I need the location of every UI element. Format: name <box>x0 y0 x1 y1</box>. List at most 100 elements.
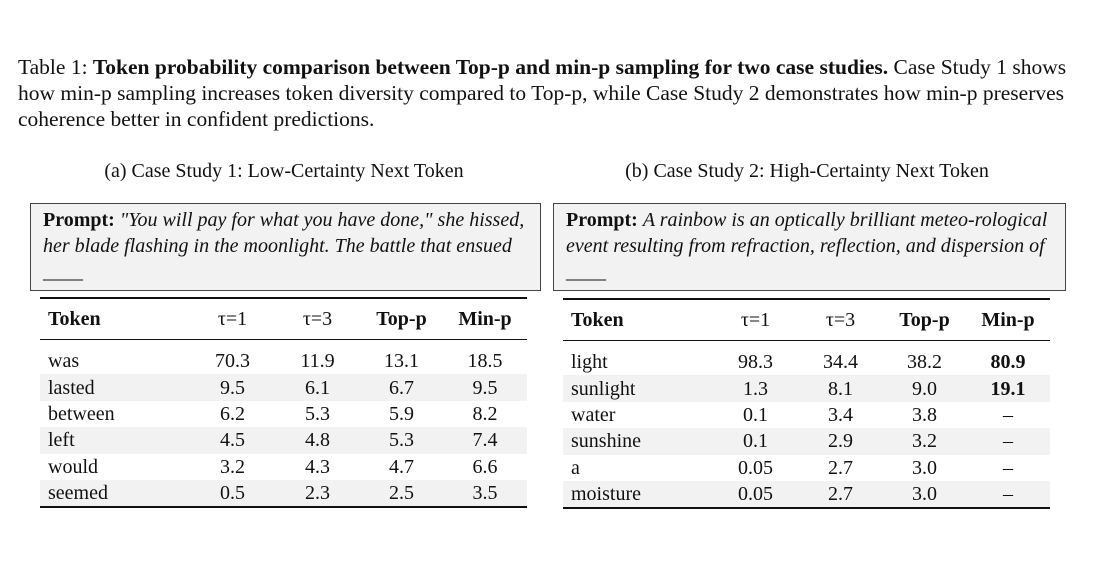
value-cell: 70.3 <box>215 350 250 373</box>
column-header-tau1: τ=1 <box>740 308 771 331</box>
header-row: Token τ=1 τ=3 Top-p Min-p <box>563 299 1050 341</box>
value-cell: 0.5 <box>220 482 245 505</box>
caption-label: Table 1: <box>18 55 88 79</box>
value-cell: 3.0 <box>912 483 937 506</box>
value-cell: 8.2 <box>472 402 498 425</box>
value-cell: 6.7 <box>389 376 414 399</box>
value-cell: 7.4 <box>472 429 498 452</box>
value-cell: 3.8 <box>912 403 937 426</box>
token-cell: seemed <box>48 482 108 505</box>
value-cell: 1.3 <box>743 377 768 400</box>
prompt-label: Prompt: <box>566 209 638 231</box>
column-header-token: Token <box>48 307 101 330</box>
table-row: moisture 0.05 2.7 3.0 – <box>563 480 1050 509</box>
value-cell: 9.5 <box>220 376 245 399</box>
value-cell: 13.1 <box>384 350 419 373</box>
value-cell: 2.5 <box>389 482 414 505</box>
value-cell: 4.3 <box>305 455 330 478</box>
value-cell: 38.2 <box>907 351 942 374</box>
column-header-tau3: τ=3 <box>825 308 856 331</box>
token-cell: was <box>48 350 80 373</box>
table-row: sunshine 0.1 2.9 3.2 – <box>563 428 1050 455</box>
subcaption-a: (a) Case Study 1: Low-Certainty Next Tok… <box>104 160 464 182</box>
value-cell: 9.5 <box>472 376 498 399</box>
token-table-b: Token τ=1 τ=3 Top-p Min-p light 98.3 34.4 3… <box>563 298 1050 509</box>
value-cell: 9.0 <box>912 377 937 400</box>
table-row: light 98.3 34.4 38.2 80.9 <box>563 341 1050 376</box>
value-cell: 5.9 <box>389 402 414 425</box>
value-cell: 98.3 <box>738 351 773 374</box>
value-cell: 0.05 <box>738 483 773 506</box>
value-cell: 2.3 <box>305 482 330 505</box>
value-cell: – <box>1003 430 1013 453</box>
token-cell: light <box>571 351 608 374</box>
value-cell: 5.3 <box>305 402 330 425</box>
table-row: lasted 9.5 6.1 6.7 9.5 <box>40 374 527 401</box>
column-header-tau1: τ=1 <box>217 307 248 330</box>
value-cell: 6.1 <box>305 376 330 399</box>
value-cell: 2.9 <box>828 430 853 453</box>
caption-body: Case Study 1 shows how min-p sampling in… <box>18 55 1067 131</box>
table-row: sunlight 1.3 8.1 9.0 19.1 <box>563 375 1050 402</box>
prompt-box-b: Prompt: A rainbow is an optically brilli… <box>553 203 1066 291</box>
table-row: was 70.3 11.9 13.1 18.5 <box>40 340 527 375</box>
value-cell: 0.1 <box>743 430 768 453</box>
token-cell: sunlight <box>571 377 636 400</box>
value-cell: 2.7 <box>828 456 853 479</box>
value-cell: 11.9 <box>300 350 335 373</box>
value-cell: 34.4 <box>823 351 858 374</box>
column-header-tau3: τ=3 <box>302 307 333 330</box>
value-cell: – <box>1003 403 1013 426</box>
token-cell: between <box>48 402 115 425</box>
case-study-1-panel: (a) Case Study 1: Low-Certainty Next Tok… <box>24 0 544 572</box>
table-row: seemed 0.5 2.3 2.5 3.5 <box>40 479 527 508</box>
value-cell: 0.1 <box>743 403 768 426</box>
token-table-a: Token τ=1 τ=3 Top-p Min-p was 70.3 11.9 13.… <box>40 297 527 508</box>
table-row: left 4.5 4.8 5.3 7.4 <box>40 427 527 454</box>
header-row: Token τ=1 τ=3 Top-p Min-p <box>40 298 527 340</box>
token-cell: lasted <box>48 376 95 399</box>
column-header-top-p: Top-p <box>899 308 950 331</box>
table-caption: Table 1: Token probability comparison be… <box>18 54 1088 132</box>
value-cell: 8.1 <box>828 377 853 400</box>
token-cell: water <box>571 403 616 426</box>
prompt-label: Prompt: <box>43 209 115 231</box>
value-cell: 6.6 <box>472 455 498 478</box>
case-study-2-panel: (b) Case Study 2: High-Certainty Next To… <box>547 0 1067 572</box>
value-cell: 2.7 <box>828 483 853 506</box>
prompt-box-a: Prompt: "You will pay for what you have … <box>30 203 541 291</box>
table-row: between 6.2 5.3 5.9 8.2 <box>40 401 527 427</box>
token-cell: would <box>48 455 98 478</box>
value-cell: 3.0 <box>912 456 937 479</box>
value-cell: 3.2 <box>220 455 245 478</box>
value-cell: – <box>1003 483 1013 506</box>
value-cell: 6.2 <box>220 402 245 425</box>
subcaption-b: (b) Case Study 2: High-Certainty Next To… <box>625 160 989 182</box>
value-cell: 80.9 <box>990 351 1026 374</box>
column-header-min-p: Min-p <box>981 308 1035 331</box>
prompt-text: A rainbow is an optically brilliant mete… <box>566 209 1048 283</box>
table-row: a 0.05 2.7 3.0 – <box>563 455 1050 481</box>
token-cell: sunshine <box>571 430 641 453</box>
token-cell: a <box>571 456 580 479</box>
value-cell: 3.4 <box>828 403 853 426</box>
value-cell: 18.5 <box>467 350 503 373</box>
table-row: water 0.1 3.4 3.8 – <box>563 402 1050 428</box>
value-cell: 4.8 <box>305 429 330 452</box>
value-cell: 5.3 <box>389 429 414 452</box>
value-cell: 0.05 <box>738 456 773 479</box>
value-cell: 3.2 <box>912 430 937 453</box>
column-header-token: Token <box>571 308 624 331</box>
value-cell: – <box>1003 456 1013 479</box>
token-cell: left <box>48 429 75 452</box>
value-cell: 3.5 <box>472 482 498 505</box>
caption-title: Token probability comparison between Top… <box>92 55 889 79</box>
column-header-top-p: Top-p <box>376 307 427 330</box>
value-cell: 4.7 <box>389 455 414 478</box>
column-header-min-p: Min-p <box>458 307 512 330</box>
value-cell: 19.1 <box>990 377 1026 400</box>
token-cell: moisture <box>571 483 641 506</box>
value-cell: 4.5 <box>220 429 245 452</box>
prompt-text: "You will pay for what you have done," s… <box>43 209 525 283</box>
table-row: would 3.2 4.3 4.7 6.6 <box>40 454 527 480</box>
